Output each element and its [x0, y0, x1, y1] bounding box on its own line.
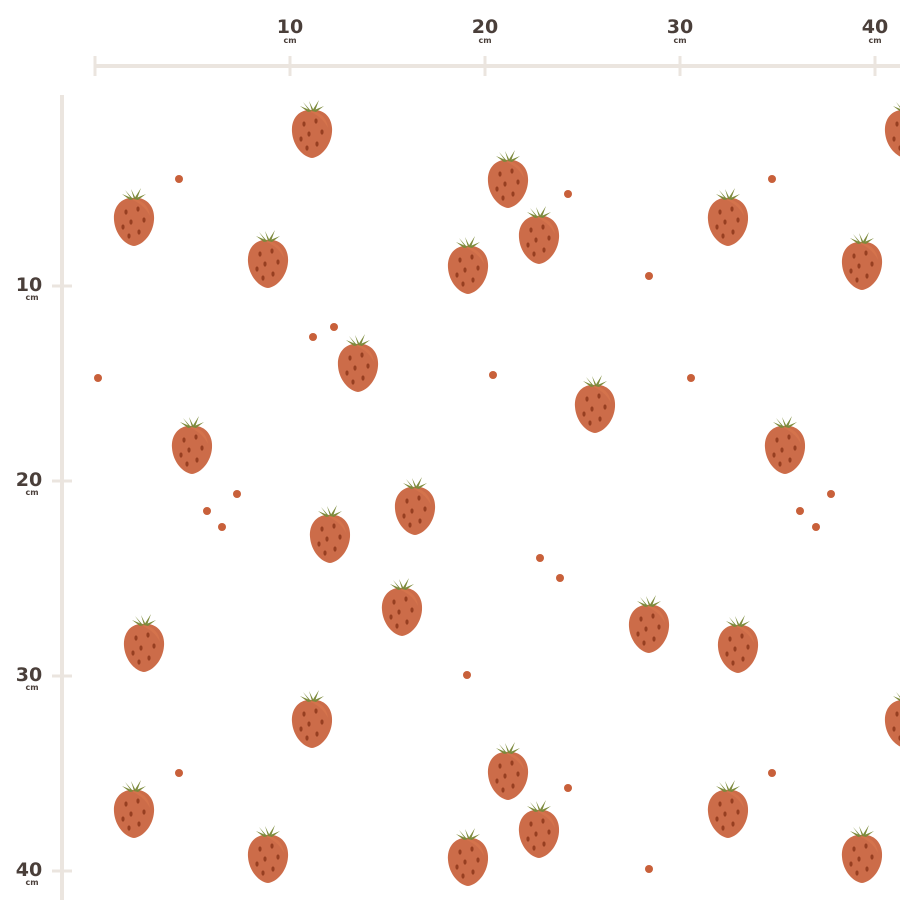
ruler-unit: cm	[25, 878, 38, 887]
dot	[175, 769, 183, 777]
strawberry	[707, 188, 749, 246]
strawberry	[337, 334, 379, 392]
strawberry	[309, 505, 351, 563]
strawberry	[247, 825, 289, 883]
ruler-unit: cm	[868, 36, 881, 45]
dot	[233, 490, 241, 498]
strawberry	[717, 615, 759, 673]
strawberry	[291, 690, 333, 748]
strawberry	[247, 230, 289, 288]
dot	[796, 507, 804, 515]
dot	[536, 554, 544, 562]
strawberry	[487, 742, 529, 800]
ruler-label: 10	[16, 274, 42, 296]
ruler-unit: cm	[25, 683, 38, 692]
strawberry	[394, 477, 436, 535]
strawberry	[628, 595, 670, 653]
ruler-label: 20	[472, 16, 498, 38]
ruler-label: 20	[16, 469, 42, 491]
ruler-label: 30	[667, 16, 693, 38]
strawberry	[113, 188, 155, 246]
ruler-unit: cm	[25, 293, 38, 302]
strawberry	[487, 150, 529, 208]
strawberry	[123, 614, 165, 672]
dot	[94, 374, 102, 382]
strawberry	[884, 100, 900, 158]
dot	[175, 175, 183, 183]
strawberry	[841, 232, 883, 290]
dot	[564, 784, 572, 792]
dot	[463, 671, 471, 679]
strawberry	[764, 416, 806, 474]
ruler-label: 10	[277, 16, 303, 38]
strawberry	[707, 780, 749, 838]
dot	[768, 175, 776, 183]
dot	[489, 371, 497, 379]
dot	[827, 490, 835, 498]
dot	[564, 190, 572, 198]
strawberry	[841, 825, 883, 883]
strawberry-pattern	[94, 100, 900, 886]
strawberry	[113, 780, 155, 838]
ruler-unit: cm	[673, 36, 686, 45]
ruler-unit: cm	[283, 36, 296, 45]
strawberry	[574, 375, 616, 433]
ruler-label: 40	[862, 16, 888, 38]
dot	[768, 769, 776, 777]
dot	[309, 333, 317, 341]
dot	[687, 374, 695, 382]
ruler-unit: cm	[25, 488, 38, 497]
strawberry	[447, 828, 489, 886]
dot	[645, 272, 653, 280]
dot	[812, 523, 820, 531]
strawberry	[518, 206, 560, 264]
strawberry	[884, 690, 900, 748]
strawberry	[171, 416, 213, 474]
ruler-label: 40	[16, 859, 42, 881]
strawberry	[291, 100, 333, 158]
dot	[203, 507, 211, 515]
strawberry	[518, 800, 560, 858]
dot	[645, 865, 653, 873]
dot	[218, 523, 226, 531]
ruler-unit: cm	[478, 36, 491, 45]
strawberry	[447, 236, 489, 294]
dot	[556, 574, 564, 582]
ruler-label: 30	[16, 664, 42, 686]
dot	[330, 323, 338, 331]
strawberry	[381, 578, 423, 636]
